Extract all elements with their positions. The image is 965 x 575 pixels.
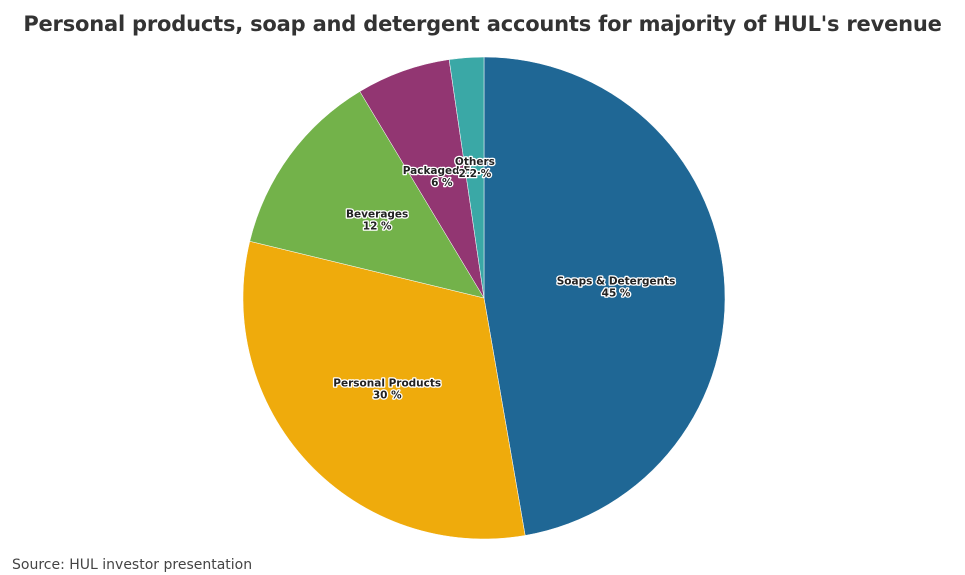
pie-slice-soaps-detergents[interactable]: [483, 56, 726, 536]
slice-label-name: Soaps & Detergents: [557, 276, 676, 288]
pie-slice-beverages[interactable]: [249, 91, 485, 299]
slice-label-value: 45 %: [602, 288, 631, 300]
slice-label: Beverages 12 %: [346, 209, 408, 233]
slice-label-value: 6 %: [431, 177, 453, 189]
slice-label-name: Personal Products: [333, 378, 441, 390]
slice-label-value: 12 %: [363, 221, 392, 233]
slice-label-name: Beverages: [346, 209, 408, 221]
slice-label-name: Packaged F...: [403, 165, 481, 177]
slice-label-value: 2.2 %: [459, 168, 492, 180]
pie-labels: Soaps & Detergents 45 % Personal Products 3…: [332, 155, 677, 403]
slice-label: Personal Products 30 %: [333, 378, 441, 402]
source-note: Source: HUL investor presentation: [12, 557, 253, 573]
slice-label: Packaged F... 6 %: [403, 165, 481, 189]
pie-slice-personal-products[interactable]: [242, 240, 526, 540]
slice-label-name: Others: [455, 156, 495, 168]
pie-slices: [242, 56, 726, 540]
slice-label-value: 30 %: [373, 390, 402, 402]
pie-slice-others[interactable]: [448, 56, 485, 299]
chart-title: Personal products, soap and detergent ac…: [23, 12, 942, 36]
slice-label: Soaps & Detergents 45 %: [557, 276, 676, 300]
slice-label: Others 2.2 %: [455, 156, 495, 180]
